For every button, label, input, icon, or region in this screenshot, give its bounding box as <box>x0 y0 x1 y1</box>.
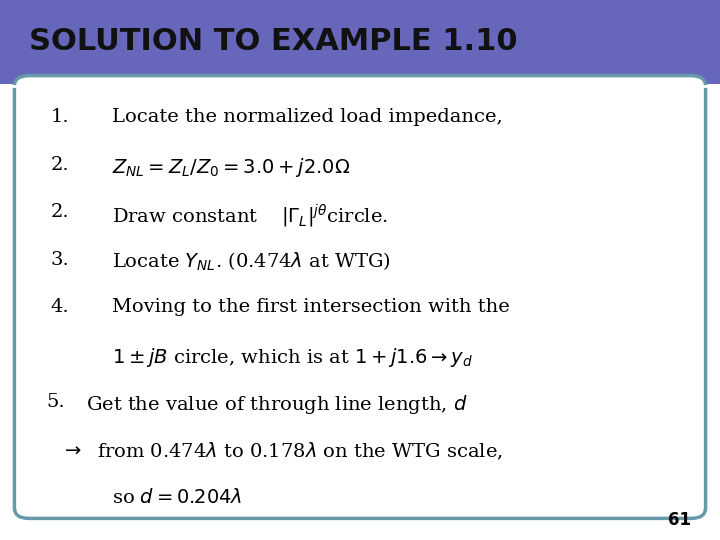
FancyBboxPatch shape <box>0 0 720 84</box>
Text: Locate $Y_{NL}$. (0.474$\lambda$ at WTG): Locate $Y_{NL}$. (0.474$\lambda$ at WTG) <box>112 251 390 273</box>
Text: Get the value of through line length, $d$: Get the value of through line length, $d… <box>86 393 468 416</box>
Text: 2.: 2. <box>50 156 69 173</box>
Text: Locate the normalized load impedance,: Locate the normalized load impedance, <box>112 108 503 126</box>
Text: Moving to the first intersection with the: Moving to the first intersection with th… <box>112 298 509 316</box>
Text: so $d = 0.204\lambda$: so $d = 0.204\lambda$ <box>112 488 242 507</box>
Text: 2.: 2. <box>50 203 69 221</box>
Text: $1 \pm jB$ circle, which is at $1 + j1.6 \rightarrow y_d$: $1 \pm jB$ circle, which is at $1 + j1.6… <box>112 346 473 369</box>
Text: 61: 61 <box>668 511 691 529</box>
Text: 4.: 4. <box>50 298 69 316</box>
Text: Draw constant    $|\Gamma_L|^{j\theta}$circle.: Draw constant $|\Gamma_L|^{j\theta}$circ… <box>112 203 388 230</box>
Text: 1.: 1. <box>50 108 69 126</box>
Text: 3.: 3. <box>50 251 69 268</box>
Text: SOLUTION TO EXAMPLE 1.10: SOLUTION TO EXAMPLE 1.10 <box>29 28 518 56</box>
Text: 5.: 5. <box>47 393 66 411</box>
FancyBboxPatch shape <box>14 76 706 518</box>
Text: $Z_{NL} = Z_L/Z_0 = 3.0 + j2.0\Omega$: $Z_{NL} = Z_L/Z_0 = 3.0 + j2.0\Omega$ <box>112 156 350 179</box>
Text: from 0.474$\lambda$ to 0.178$\lambda$ on the WTG scale,: from 0.474$\lambda$ to 0.178$\lambda$ on… <box>97 441 503 462</box>
Text: $\rightarrow$: $\rightarrow$ <box>61 441 82 458</box>
